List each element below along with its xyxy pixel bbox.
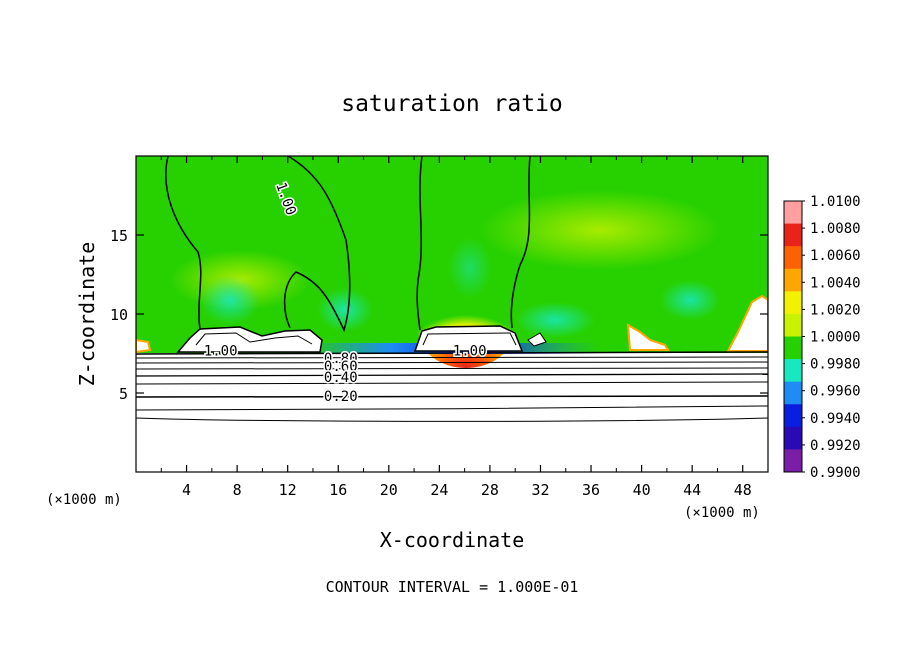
x-tick-label: 48: [734, 481, 752, 499]
y-tick-label: 15: [110, 227, 128, 245]
x-tick-label: 16: [329, 481, 347, 499]
colorbar-label: 0.9980: [810, 357, 861, 373]
contour-label: 0.20: [324, 389, 358, 405]
x-tick-label: 28: [481, 481, 499, 499]
colorbar-swatch: [784, 268, 802, 292]
contour-label: 0.40: [324, 370, 358, 386]
plot-area: 1.001.00 1.000.800.600.400.20: [136, 156, 768, 472]
colorbar-swatch: [784, 223, 802, 247]
colorbar-swatch: [784, 291, 802, 315]
colorbar-swatch: [784, 381, 802, 405]
y-tick-label: 5: [119, 385, 128, 403]
x-axis-label: X-coordinate: [380, 528, 525, 552]
colorbar-label: 1.0080: [810, 221, 861, 237]
y-unit-label: (×1000 m): [46, 492, 122, 508]
contour-label: 1.00: [204, 343, 238, 359]
colorbar-label: 0.9960: [810, 384, 861, 400]
colorbar-label: 1.0020: [810, 302, 861, 318]
x-tick-label: 40: [633, 481, 651, 499]
colorbar-label: 0.9900: [810, 465, 861, 481]
x-tick-label: 8: [233, 481, 242, 499]
x-tick-label: 36: [582, 481, 600, 499]
colorbar: 1.0100 1.0080 1.0060 1.0040 1.0020 1.0000 0.99…: [783, 194, 861, 481]
x-tick-label: 24: [430, 481, 448, 499]
x-tick-label: 12: [279, 481, 297, 499]
x-tick-label: 32: [531, 481, 549, 499]
colorbar-label: 0.9940: [810, 411, 861, 427]
colorbar-label: 1.0040: [810, 275, 861, 291]
contour-interval-note: CONTOUR INTERVAL = 1.000E-01: [326, 578, 579, 596]
colorbar-label: 1.0000: [810, 330, 861, 346]
colorbar-swatch: [784, 426, 802, 450]
cloud-center: [413, 325, 524, 352]
y-tick-label: 10: [110, 306, 128, 324]
colorbar-swatch: [784, 359, 802, 383]
contour-label: 0.60: [324, 359, 358, 375]
x-tick-label: 20: [380, 481, 398, 499]
x-tick-label: 4: [182, 481, 191, 499]
chart-title: saturation ratio: [341, 91, 563, 117]
x-unit-label: (×1000 m): [684, 505, 760, 521]
colorbar-swatch: [784, 201, 802, 225]
contour-label: 1.00: [453, 343, 487, 359]
y-axis-label: Z-coordinate: [75, 242, 99, 387]
colorbar-label: 0.9920: [810, 438, 861, 454]
colorbar-swatch: [784, 313, 802, 337]
colorbar-label: 1.0060: [810, 248, 861, 264]
contour-label: 0.80: [324, 351, 358, 367]
colorbar-swatch: [784, 404, 802, 428]
x-tick-label: 44: [683, 481, 701, 499]
cloud-left: [176, 326, 323, 353]
colorbar-swatch: [784, 246, 802, 270]
colorbar-label: 1.0100: [810, 194, 861, 210]
colorbar-swatch: [784, 336, 802, 360]
colorbar-swatch: [784, 449, 802, 473]
